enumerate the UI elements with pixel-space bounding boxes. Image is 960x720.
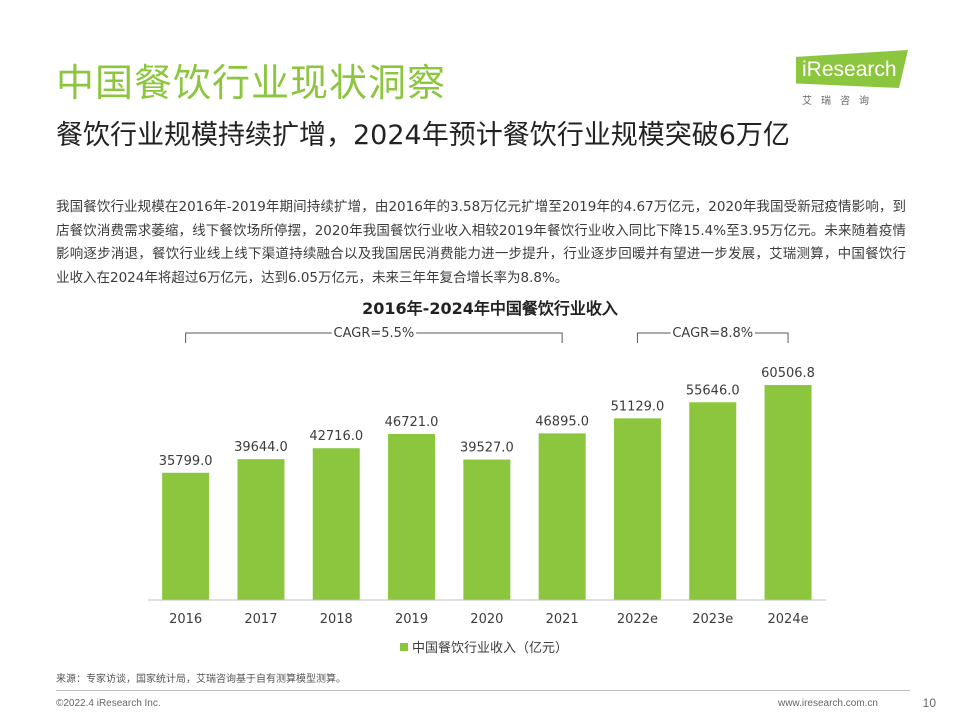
value-labels: 35799.0 39644.0 42716.0 46721.0 39527.0 46895… xyxy=(159,366,815,469)
value-label-2017: 39644.0 xyxy=(234,440,288,455)
value-label-2021: 46895.0 xyxy=(535,414,589,429)
cagr-bracket-1 xyxy=(185,332,563,343)
bar-2023e xyxy=(689,402,737,600)
value-label-2022e: 51129.0 xyxy=(611,399,665,414)
x-tick-2019: 2019 xyxy=(395,612,428,627)
chart-legend: 中国餐饮行业收入（亿元） xyxy=(400,640,568,656)
legend-label: 中国餐饮行业收入（亿元） xyxy=(412,640,568,656)
page-title: 中国餐饮行业现状洞察 xyxy=(56,61,447,105)
x-tick-2016: 2016 xyxy=(169,612,202,627)
body-paragraph: 我国餐饮行业规模在2016年-2019年期间持续扩增，由2016年的3.58万亿… xyxy=(56,199,906,286)
bar-2024e xyxy=(764,385,812,600)
x-tick-2022e: 2022e xyxy=(617,612,658,627)
bars xyxy=(162,385,812,600)
x-tick-labels: 2016 2017 2018 2019 2020 2021 2022e 2023e 2024e xyxy=(169,612,808,627)
x-tick-2017: 2017 xyxy=(244,612,277,627)
bar-2018 xyxy=(312,448,360,600)
cagr-label-1: CAGR=5.5% xyxy=(334,326,415,341)
x-tick-2021: 2021 xyxy=(546,612,579,627)
page-number: 10 xyxy=(922,696,936,710)
logo-subtitle: 艾瑞咨询 xyxy=(802,96,878,107)
logo-wordmark: iResearch xyxy=(802,58,897,81)
bar-2022e xyxy=(613,418,661,600)
bar-2017 xyxy=(237,459,285,600)
value-label-2024e: 60506.8 xyxy=(761,366,815,381)
website-link[interactable]: www.iresearch.com.cn xyxy=(777,698,878,709)
x-tick-2024e: 2024e xyxy=(768,612,809,627)
copyright-text: ©2022.4 iResearch Inc. xyxy=(56,698,161,709)
x-tick-2023e: 2023e xyxy=(692,612,733,627)
value-label-2020: 39527.0 xyxy=(460,441,514,456)
bar-2019 xyxy=(388,433,436,600)
x-tick-2018: 2018 xyxy=(320,612,353,627)
value-label-2023e: 55646.0 xyxy=(686,383,740,398)
cagr-label-2: CAGR=8.8% xyxy=(672,326,753,341)
bar-2016 xyxy=(162,472,210,600)
x-tick-2020: 2020 xyxy=(470,612,503,627)
bar-2020 xyxy=(463,459,511,600)
legend-swatch xyxy=(400,643,408,651)
footer-divider xyxy=(56,690,910,691)
chart-title: 2016年-2024年中国餐饮行业收入 xyxy=(362,299,618,318)
logo-background xyxy=(796,50,908,88)
cagr-bracket-2 xyxy=(636,332,789,343)
iresearch-logo: iResearch 艾瑞咨询 xyxy=(788,48,912,108)
value-label-2018: 42716.0 xyxy=(309,429,363,444)
cagr-annotations: CAGR=5.5% CAGR=8.8% xyxy=(185,326,789,343)
value-label-2016: 35799.0 xyxy=(159,454,213,469)
value-label-2019: 46721.0 xyxy=(385,415,439,430)
bar-2021 xyxy=(538,433,586,600)
section-subtitle: 餐饮行业规模持续扩增，2024年预计餐饮行业规模突破6万亿 xyxy=(56,120,790,151)
source-note: 来源：专家访谈，国家统计局，艾瑞咨询基于自有测算模型测算。 xyxy=(56,674,346,685)
